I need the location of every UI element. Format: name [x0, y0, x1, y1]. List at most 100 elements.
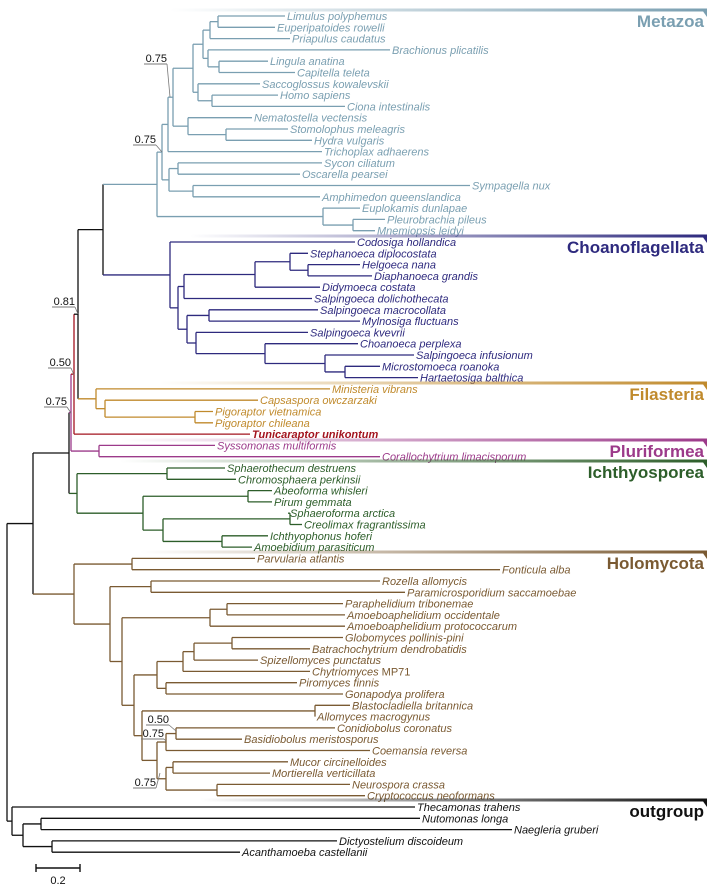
clade-label: Metazoa: [637, 12, 705, 31]
taxon-label: Coemansia reversa: [372, 746, 467, 758]
support-value: 0.75: [46, 396, 67, 408]
support-value: 0.75: [146, 53, 167, 65]
taxon-label: Salpingoeca kvevrii: [310, 327, 405, 339]
clade-band: [120, 459, 706, 463]
taxon-label: Naegleria gruberi: [514, 825, 599, 837]
taxon-label: Pirum gemmata: [274, 497, 352, 509]
taxon-label: Capsaspora owczarzaki: [260, 395, 377, 407]
clade-metazoa: Metazoa: [170, 8, 707, 31]
support-leader: [155, 772, 161, 789]
support-value: 0.81: [54, 296, 75, 308]
clade-band: [120, 438, 706, 442]
clade-band-tick: [701, 550, 707, 559]
taxon-label: Conidiobolus coronatus: [337, 723, 452, 735]
clade-label: outgroup: [629, 802, 704, 821]
support-values: 0.75 0.75 0.81 0.50 0.75 0.50 0.75 0.75: [44, 53, 177, 789]
taxon-label: Neurospora crassa: [352, 779, 445, 791]
taxon-label: Limulus polyphemus: [287, 11, 388, 23]
taxon-label: Amoeboaphelidium occidentale: [346, 610, 500, 622]
taxon-label: Globomyces pollinis-pini: [345, 633, 464, 645]
taxon-label: Amoeboaphelidium protococcarum: [346, 621, 517, 633]
taxon-label: Oscarella pearsei: [302, 169, 388, 181]
clade-band: [140, 550, 706, 554]
taxon-label: Ichthyophonus hoferi: [270, 531, 373, 543]
taxon-label: Nematostella vectensis: [254, 113, 368, 125]
scale-bar: 0.2: [35, 864, 81, 887]
taxon-label: Euplokamis dunlapae: [362, 203, 467, 215]
clade-band-tick: [701, 459, 707, 468]
support-leader: [66, 406, 72, 414]
clade-choanoflagellata: Choanoflagellata: [190, 234, 707, 257]
taxon-label: Priapulus caudatus: [292, 34, 386, 46]
taxon-label: Chromosphaera perkinsii: [238, 474, 361, 486]
support-leader: [168, 724, 177, 732]
taxon-label: Diaphanoeca grandis: [374, 271, 478, 283]
taxon-label: Rozella allomycis: [382, 576, 467, 588]
taxon-label: Homo sapiens: [280, 90, 351, 102]
branches: [6, 15, 512, 853]
taxon-label: Pigoraptor vietnamica: [215, 407, 321, 419]
taxon-label: Batrachochytrium dendrobatidis: [312, 644, 467, 656]
taxon-label: Microstomoeca roanoka: [382, 361, 499, 373]
support-leader: [74, 306, 79, 315]
taxon-label: Allomyces macrogynus: [316, 712, 431, 724]
taxon-label: Piromyces finnis: [299, 678, 380, 690]
clade-ichthyosporea: Ichthyosporea: [120, 459, 707, 482]
clade-band: [190, 234, 706, 238]
taxon-label: Capitella teleta: [297, 68, 370, 80]
taxon-label: Sphaeroforma arctica: [290, 508, 395, 520]
taxon-label: Lingula anatina: [270, 56, 345, 68]
taxon-label: Acanthamoeba castellanii: [241, 847, 368, 859]
taxon-label: Tunicaraptor unikontum: [252, 429, 379, 441]
taxon-label: Stephanoeca diplocostata: [310, 248, 437, 260]
taxon-label: Syssomonas multiformis: [217, 440, 337, 452]
clade-label: Choanoflagellata: [567, 238, 705, 257]
clade-label: Filasteria: [629, 385, 704, 404]
taxon-label: Paraphelidium tribonemae: [345, 599, 473, 611]
support-leader: [155, 144, 163, 153]
taxon-label: Parvularia atlantis: [257, 553, 345, 565]
taxon-label: Spizellomyces punctatus: [260, 655, 382, 667]
taxon-label: Mortierella verticillata: [272, 768, 375, 780]
support-leader: [70, 367, 75, 376]
taxon-label: Chytriomyces MP71: [312, 666, 410, 678]
clade-band: [200, 798, 706, 802]
support-value: 0.75: [135, 777, 156, 789]
taxon-label: Mucor circinelloides: [290, 757, 387, 769]
taxon-label: Stomolophus meleagris: [290, 124, 405, 136]
clade-pluriformea: Pluriformea: [120, 438, 707, 461]
taxon-label: Salpingoeca infusionum: [416, 350, 533, 362]
taxon-label: Paramicrosporidium saccamoebae: [407, 587, 576, 599]
clade-band-tick: [701, 234, 707, 243]
taxon-label: Mylnosiga fluctuans: [362, 316, 459, 328]
taxon-label: Creolimax fragrantissima: [304, 520, 426, 532]
clade-band: [160, 381, 706, 385]
clade-label: Holomycota: [607, 554, 705, 573]
support-value: 0.75: [143, 728, 164, 740]
taxon-label: Pigoraptor chileana: [215, 418, 310, 430]
taxon-label: Didymoeca costata: [322, 282, 416, 294]
taxon-label: Sympagella nux: [472, 181, 551, 193]
clade-holomycota: Holomycota: [140, 550, 707, 573]
clade-filasteria: Filasteria: [160, 381, 707, 404]
taxon-label: Gonapodya prolifera: [345, 689, 445, 701]
taxon-label: Dictyostelium discoideum: [339, 836, 463, 848]
taxon-label: Brachionus plicatilis: [392, 45, 489, 57]
clade-band-tick: [701, 798, 707, 807]
clade-label: Pluriformea: [610, 442, 705, 461]
taxon-label: Ministeria vibrans: [332, 384, 418, 396]
taxon-label: Hydra vulgaris: [314, 135, 385, 147]
taxon-label: Ciona intestinalis: [347, 101, 431, 113]
taxon-label: Basidiobolus meristosporus: [244, 734, 379, 746]
taxon-label: Helgoeca nana: [362, 260, 436, 272]
taxon-label: Nutomonas longa: [422, 813, 508, 825]
taxon-label: Thecamonas trahens: [417, 802, 521, 814]
taxon-label: Sycon ciliatum: [324, 158, 395, 170]
taxon-label: Codosiga hollandica: [357, 237, 456, 249]
taxon-label: Saccoglossus kowalevskii: [262, 79, 389, 91]
taxon-label: Salpingoeca dolichothecata: [314, 294, 449, 306]
taxon-label: Salpingoeca macrocollata: [320, 305, 446, 317]
clade-outgroup: outgroup: [200, 798, 707, 821]
